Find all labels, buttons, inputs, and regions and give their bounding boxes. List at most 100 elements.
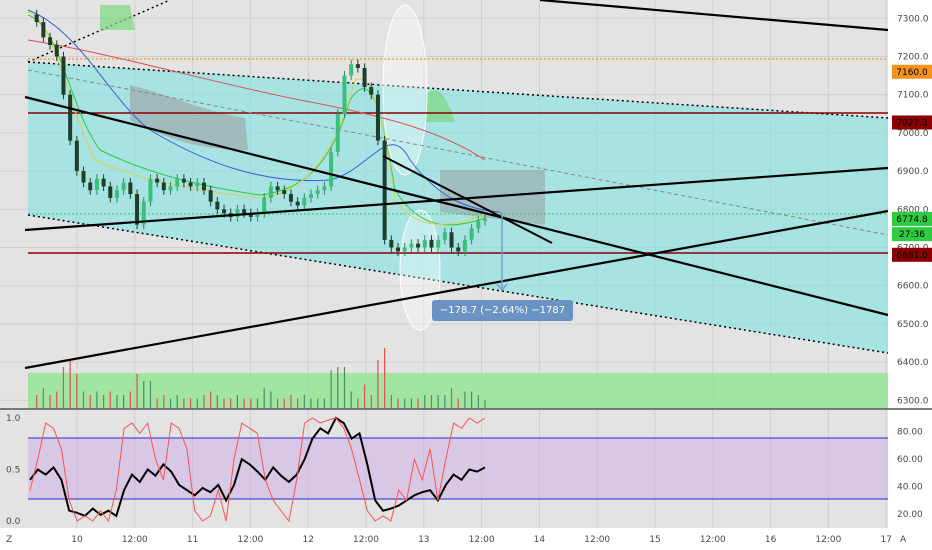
time-tick-label: 12:00 (584, 535, 610, 545)
candle-body[interactable] (188, 182, 193, 187)
candle-body[interactable] (208, 190, 213, 202)
candle-body[interactable] (389, 239, 394, 248)
candle-body[interactable] (61, 56, 66, 95)
candle-body[interactable] (74, 140, 79, 172)
candle-body[interactable] (168, 186, 173, 191)
candle-body[interactable] (128, 182, 133, 195)
measure-label[interactable]: −178.7 (−2.64%) −1787 (432, 300, 573, 321)
time-tick-label: 16 (765, 535, 777, 545)
price-tag-label: 6774.8 (896, 215, 928, 225)
candle-body[interactable] (94, 178, 99, 191)
candle-body[interactable] (456, 247, 461, 252)
candle-body[interactable] (48, 37, 53, 46)
candle-body[interactable] (114, 190, 119, 198)
candle-body[interactable] (81, 171, 86, 183)
candle-body[interactable] (355, 64, 360, 68)
candle-body[interactable] (436, 239, 441, 248)
oscillator-left-tick: 0.0 (6, 517, 21, 527)
candle-body[interactable] (268, 186, 273, 198)
candle-body[interactable] (349, 64, 354, 76)
candle-body[interactable] (483, 218, 487, 221)
candle-body[interactable] (449, 232, 454, 248)
candle-body[interactable] (222, 209, 227, 214)
price-tick-label: 6300.0 (897, 396, 929, 406)
price-tag-label: 27:36 (899, 230, 925, 240)
candle-body[interactable] (342, 75, 347, 114)
candle-body[interactable] (369, 87, 374, 95)
candle-body[interactable] (295, 201, 300, 206)
candle-body[interactable] (161, 182, 166, 191)
candle-body[interactable] (315, 190, 320, 195)
candle-body[interactable] (68, 94, 73, 141)
candle-body[interactable] (442, 232, 447, 240)
candle-body[interactable] (235, 209, 240, 217)
candle-body[interactable] (215, 201, 220, 210)
candle-body[interactable] (275, 186, 280, 191)
candle-body[interactable] (302, 197, 307, 206)
mid-dashed-trend[interactable] (27, 69, 889, 236)
trendline-black-1[interactable] (24, 95, 889, 317)
candle-body[interactable] (155, 178, 160, 183)
price-tag (892, 211, 932, 226)
price-tag (892, 247, 932, 262)
trendline-black-4[interactable] (539, 0, 889, 32)
candle-body[interactable] (402, 247, 407, 252)
candle-body[interactable] (201, 182, 206, 191)
candle-body[interactable] (41, 22, 46, 38)
time-tick-label: 12:00 (700, 535, 726, 545)
oscillator-band (28, 438, 888, 499)
channel-top-dotted-line[interactable] (27, 0, 171, 63)
candle-body[interactable] (148, 178, 153, 202)
candle-body[interactable] (141, 201, 146, 225)
candle-body[interactable] (396, 247, 401, 252)
candle-body[interactable] (409, 243, 414, 248)
candle-body[interactable] (135, 194, 140, 225)
candle-body[interactable] (54, 45, 59, 57)
candle-body[interactable] (175, 178, 180, 187)
candle-body[interactable] (322, 186, 327, 191)
candle-body[interactable] (375, 94, 380, 141)
ma-yellow (27, 11, 486, 225)
price-tick-label: 6800.0 (897, 205, 929, 215)
channel-upper-line[interactable] (27, 61, 889, 119)
price-tag (892, 227, 932, 242)
candle-body[interactable] (429, 239, 434, 248)
candle-body[interactable] (422, 239, 427, 248)
candle-body[interactable] (34, 14, 39, 23)
candle-body[interactable] (195, 182, 200, 187)
candle-body[interactable] (309, 194, 314, 198)
candle-body[interactable] (282, 190, 287, 195)
candle-body[interactable] (262, 197, 267, 214)
channel-lower-line[interactable] (27, 214, 889, 354)
candle-body[interactable] (469, 228, 474, 240)
price-tick-label: 7300.0 (897, 14, 929, 24)
candle-body[interactable] (416, 243, 421, 248)
trendline-black-3[interactable] (24, 209, 889, 370)
price-tags: 7160.0 7027.3 6774.8 27:36 6681.0 (892, 64, 932, 262)
candle-body[interactable] (242, 209, 247, 214)
candle-body[interactable] (108, 186, 113, 198)
candle-body[interactable] (462, 239, 467, 252)
measure-arrow-head (496, 283, 508, 292)
price-tick-label: 7000.0 (897, 129, 929, 139)
candle-body[interactable] (329, 152, 334, 187)
candle-body[interactable] (181, 178, 186, 183)
price-tick-label: 7200.0 (897, 52, 929, 62)
candle-body[interactable] (288, 194, 293, 202)
candle-body[interactable] (255, 213, 260, 217)
candle-body[interactable] (121, 182, 126, 191)
trendline-black-2[interactable] (24, 166, 889, 232)
candle-body[interactable] (476, 220, 481, 229)
candle-body[interactable] (101, 178, 106, 187)
candle-body[interactable] (382, 140, 387, 240)
candle-body[interactable] (362, 67, 367, 88)
time-tick-label: 12:00 (353, 535, 379, 545)
corner-right-label: A (900, 535, 907, 545)
candle-body[interactable] (248, 213, 253, 217)
candle-body[interactable] (335, 113, 340, 153)
trendline-black-5[interactable] (382, 155, 553, 244)
oscillator-right-labels: 80.00 60.00 40.00 20.00 (897, 428, 923, 520)
candle-body[interactable] (88, 182, 93, 191)
volume-bars (36, 348, 486, 408)
